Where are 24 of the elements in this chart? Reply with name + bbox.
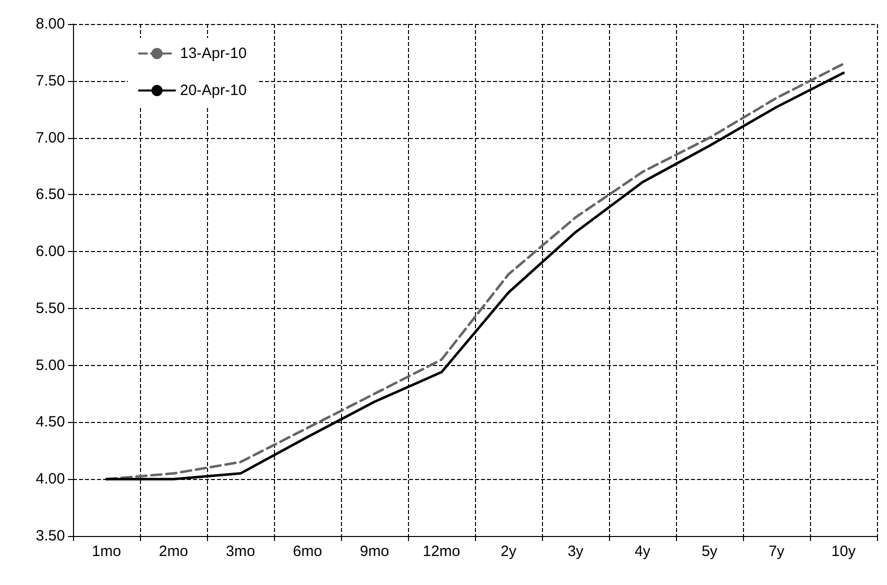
- x-tick-label: 10y: [831, 543, 856, 560]
- y-tick-label: 7.50: [36, 72, 65, 90]
- legend-label: 13-Apr-10: [180, 45, 247, 62]
- x-tick-label: 7y: [768, 543, 785, 560]
- y-tick-label: 4.50: [36, 414, 65, 431]
- x-tick-label: 3mo: [226, 543, 256, 560]
- y-tick-label: 3.50: [36, 528, 65, 544]
- y-tick-label: 7.00: [36, 129, 65, 146]
- x-tick-label: 12mo: [422, 543, 460, 560]
- x-tick-label: 1mo: [92, 543, 122, 560]
- x-tick-label: 2y: [500, 543, 517, 560]
- x-tick-label: 3y: [568, 543, 584, 560]
- y-tick-label: 8.00: [36, 16, 65, 32]
- y-tick-label: 6.50: [36, 186, 65, 204]
- x-tick-label: 2mo: [158, 543, 188, 560]
- x-tick-label: 6mo: [292, 543, 322, 560]
- x-tick-label: 9mo: [360, 543, 390, 560]
- y-tick-label: 5.50: [36, 300, 65, 317]
- y-tick-label: 5.00: [36, 356, 65, 374]
- legend-label: 20-Apr-10: [180, 82, 247, 99]
- x-tick-label: 5y: [702, 543, 718, 560]
- x-tick-label: 4y: [634, 543, 651, 560]
- y-tick-label: 4.00: [36, 470, 65, 488]
- y-tick-label: 6.00: [36, 243, 65, 260]
